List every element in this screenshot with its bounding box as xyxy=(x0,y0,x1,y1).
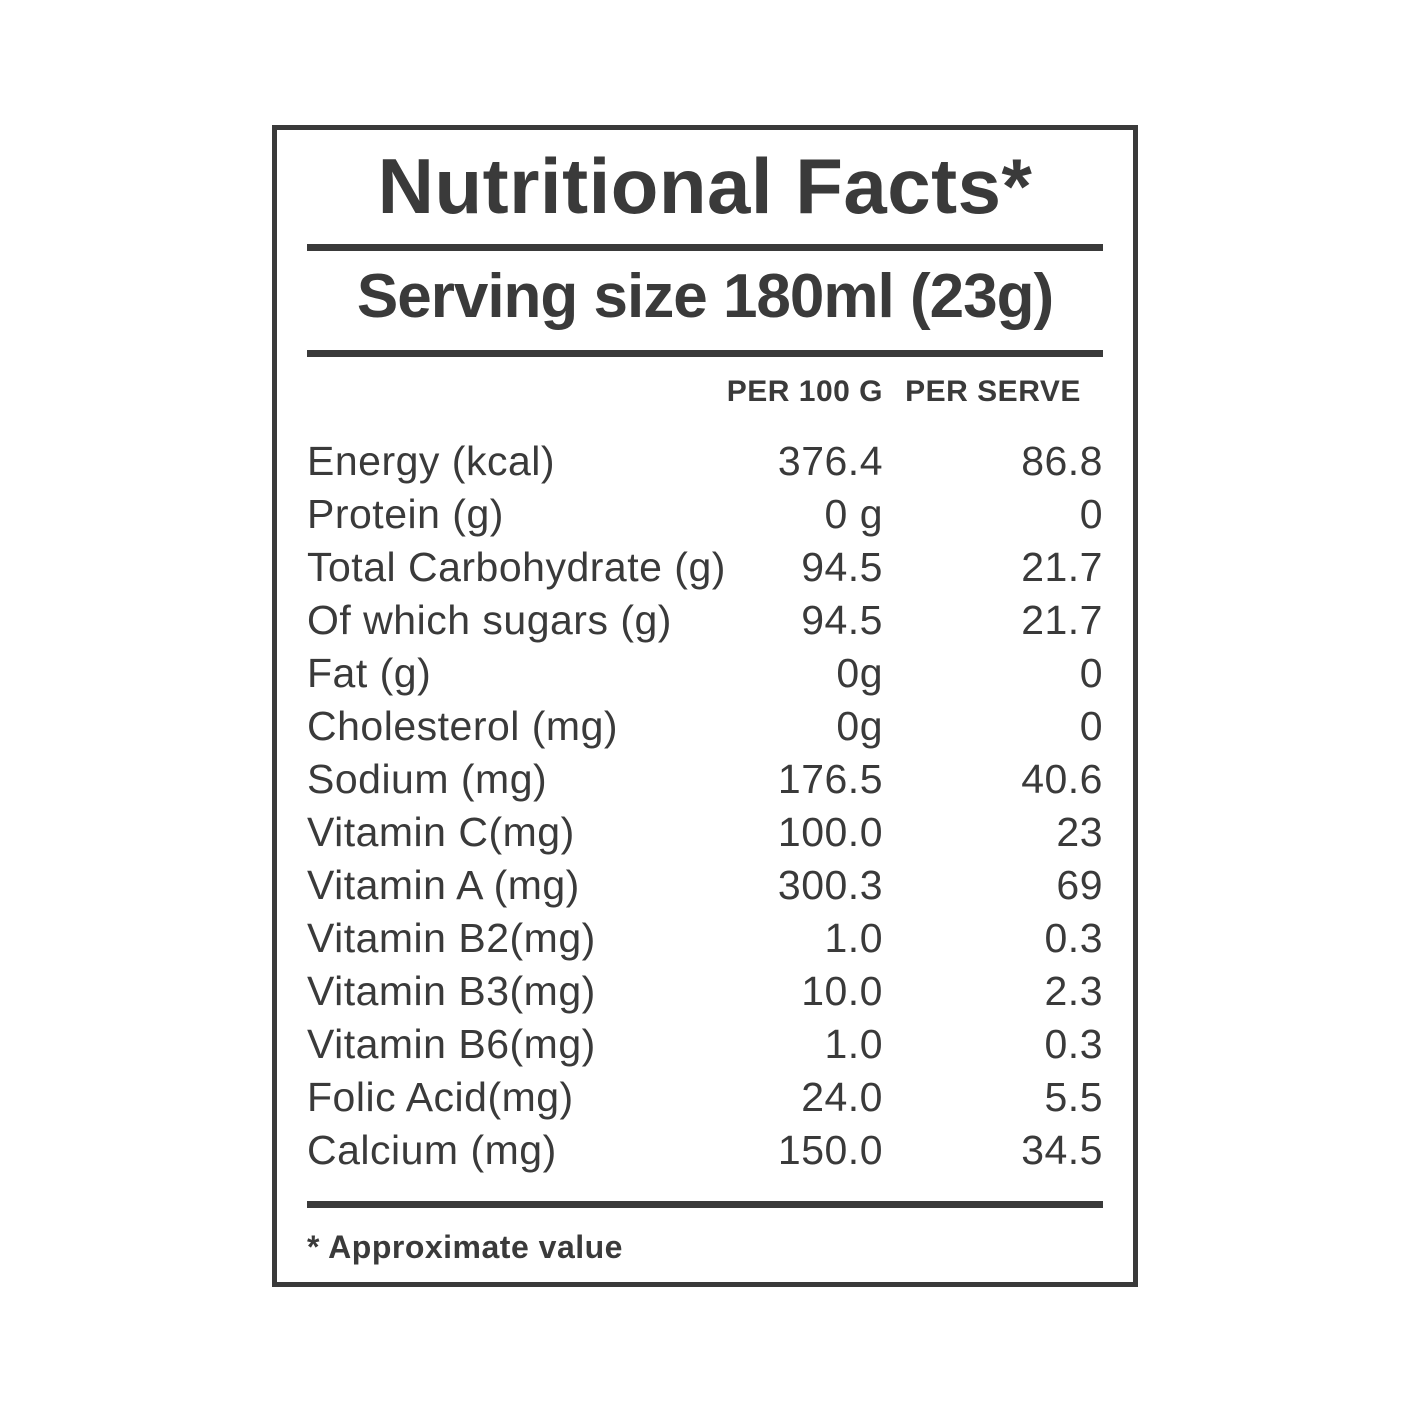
table-row: Total Carbohydrate (g) 94.5 21.7 xyxy=(307,541,1103,594)
value-per-serve: 86.8 xyxy=(1021,438,1103,484)
nutrient-name: Fat (g) xyxy=(307,650,432,696)
table-row: Vitamin B6(mg) 1.0 0.3 xyxy=(307,1018,1103,1071)
nutrient-name: Energy (kcal) xyxy=(307,438,556,484)
nutrient-name: Of which sugars (g) xyxy=(307,597,672,643)
value-per-100g: 94.5 xyxy=(801,597,883,643)
column-header-per-100g: PER 100 G xyxy=(726,375,883,408)
table-row: Calcium (mg) 150.0 34.5 xyxy=(307,1124,1103,1177)
value-per-100g: 1.0 xyxy=(824,1021,883,1067)
table-row: Sodium (mg) 176.5 40.6 xyxy=(307,753,1103,806)
value-per-100g: 10.0 xyxy=(801,968,883,1014)
divider-above-footnote xyxy=(307,1201,1103,1208)
value-per-serve: 23 xyxy=(1056,809,1103,855)
value-per-serve: 21.7 xyxy=(1021,597,1103,643)
nutrition-label: Nutritional Facts* Serving size 180ml (2… xyxy=(272,125,1138,1287)
column-header-spacer xyxy=(307,377,713,407)
table-row: Energy (kcal) 376.4 86.8 xyxy=(307,435,1103,488)
divider-under-serving xyxy=(307,350,1103,357)
table-row: Vitamin C(mg) 100.0 23 xyxy=(307,806,1103,859)
nutrient-name: Vitamin C(mg) xyxy=(307,809,575,855)
nutrient-table: Energy (kcal) 376.4 86.8 Protein (g) 0 g… xyxy=(307,435,1103,1177)
serving-size-line: Serving size 180ml (23g) xyxy=(356,262,1054,331)
nutrient-name: Calcium (mg) xyxy=(307,1127,557,1173)
value-per-serve: 0.3 xyxy=(1044,915,1103,961)
value-per-100g: 0g xyxy=(836,650,883,696)
table-row: Protein (g) 0 g 0 xyxy=(307,488,1103,541)
table-row: Folic Acid(mg) 24.0 5.5 xyxy=(307,1071,1103,1124)
table-row: Vitamin B3(mg) 10.0 2.3 xyxy=(307,965,1103,1018)
value-per-serve: 40.6 xyxy=(1021,756,1103,802)
value-per-serve: 69 xyxy=(1056,862,1103,908)
value-per-100g: 94.5 xyxy=(801,544,883,590)
nutrient-name: Total Carbohydrate (g) xyxy=(307,544,726,590)
divider-under-title xyxy=(307,244,1103,251)
value-per-100g: 24.0 xyxy=(801,1074,883,1120)
nutrient-name: Protein (g) xyxy=(307,491,504,537)
nutrient-name: Sodium (mg) xyxy=(307,756,548,802)
nutrient-name: Vitamin A (mg) xyxy=(307,862,580,908)
value-per-100g: 100.0 xyxy=(777,809,883,855)
label-title: Nutritional Facts* xyxy=(377,142,1033,230)
value-per-100g: 1.0 xyxy=(824,915,883,961)
value-per-serve: 0 xyxy=(1079,491,1103,537)
value-per-100g: 0g xyxy=(836,703,883,749)
value-per-100g: 300.3 xyxy=(777,862,883,908)
value-per-serve: 21.7 xyxy=(1021,544,1103,590)
value-per-100g: 176.5 xyxy=(777,756,883,802)
table-row: Fat (g) 0g 0 xyxy=(307,647,1103,700)
value-per-serve: 34.5 xyxy=(1021,1127,1103,1173)
value-per-100g: 150.0 xyxy=(777,1127,883,1173)
value-per-serve: 5.5 xyxy=(1044,1074,1103,1120)
value-per-serve: 0 xyxy=(1079,703,1103,749)
table-row: Cholesterol (mg) 0g 0 xyxy=(307,700,1103,753)
table-row: Vitamin A (mg) 300.3 69 xyxy=(307,859,1103,912)
table-row: Of which sugars (g) 94.5 21.7 xyxy=(307,594,1103,647)
footnote: * Approximate value xyxy=(307,1229,623,1265)
column-header-per-serve: PER SERVE xyxy=(905,375,1081,408)
column-header-row: PER 100 G PER SERVE xyxy=(307,377,1103,407)
value-per-serve: 0.3 xyxy=(1044,1021,1103,1067)
value-per-serve: 2.3 xyxy=(1044,968,1103,1014)
value-per-100g: 376.4 xyxy=(777,438,883,484)
value-per-serve: 0 xyxy=(1079,650,1103,696)
nutrient-name: Vitamin B6(mg) xyxy=(307,1021,596,1067)
nutrient-name: Vitamin B3(mg) xyxy=(307,968,596,1014)
value-per-100g: 0 g xyxy=(824,491,883,537)
table-row: Vitamin B2(mg) 1.0 0.3 xyxy=(307,912,1103,965)
nutrient-name: Folic Acid(mg) xyxy=(307,1074,574,1120)
nutrient-name: Cholesterol (mg) xyxy=(307,703,619,749)
nutrient-name: Vitamin B2(mg) xyxy=(307,915,596,961)
